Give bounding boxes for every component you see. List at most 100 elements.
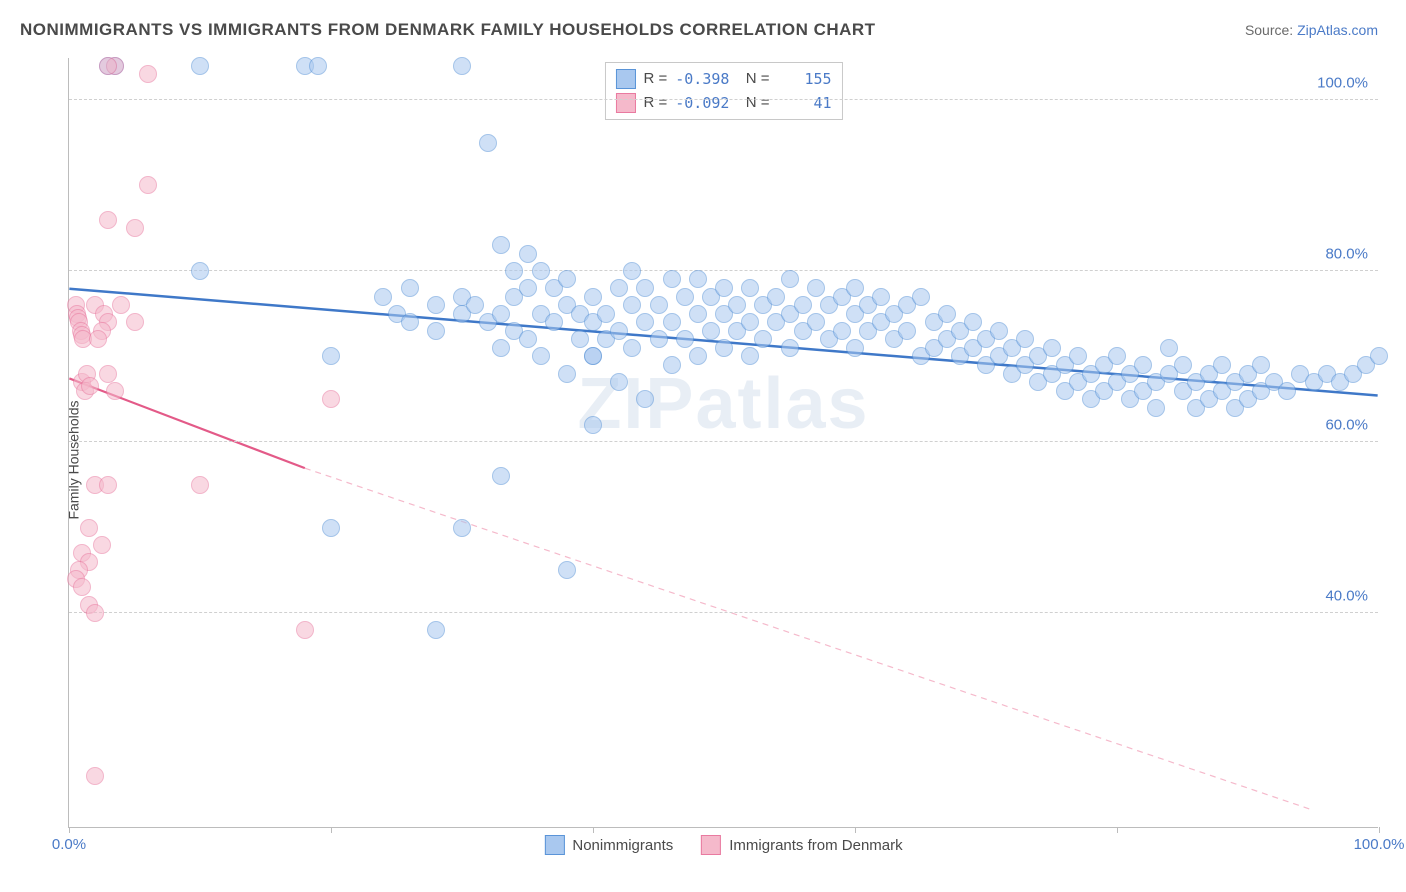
xtick-label: 0.0% bbox=[52, 836, 86, 853]
stats-row-series2: R = -0.092 N = 41 bbox=[615, 91, 831, 115]
scatter-point bbox=[126, 313, 144, 331]
scatter-point bbox=[99, 57, 117, 75]
scatter-point bbox=[912, 288, 930, 306]
scatter-point bbox=[191, 262, 209, 280]
scatter-point bbox=[741, 279, 759, 297]
trend-lines-layer bbox=[69, 58, 1378, 827]
trend-line bbox=[69, 378, 304, 468]
scatter-point bbox=[322, 390, 340, 408]
scatter-point bbox=[610, 373, 628, 391]
scatter-point bbox=[401, 279, 419, 297]
scatter-point bbox=[872, 288, 890, 306]
scatter-point bbox=[545, 313, 563, 331]
scatter-point bbox=[715, 339, 733, 357]
ytick-label: 40.0% bbox=[1325, 588, 1368, 605]
legend-swatch-series1 bbox=[544, 835, 564, 855]
scatter-point bbox=[93, 536, 111, 554]
scatter-point bbox=[1370, 347, 1388, 365]
scatter-point bbox=[80, 519, 98, 537]
scatter-point bbox=[676, 330, 694, 348]
scatter-point bbox=[1213, 356, 1231, 374]
scatter-point bbox=[126, 219, 144, 237]
ytick-label: 80.0% bbox=[1325, 245, 1368, 262]
scatter-point bbox=[636, 390, 654, 408]
swatch-series2 bbox=[615, 93, 635, 113]
scatter-point bbox=[663, 270, 681, 288]
xtick bbox=[331, 827, 332, 833]
scatter-point bbox=[106, 382, 124, 400]
scatter-point bbox=[623, 296, 641, 314]
scatter-point bbox=[833, 322, 851, 340]
scatter-point bbox=[898, 322, 916, 340]
scatter-point bbox=[519, 279, 537, 297]
scatter-point bbox=[1160, 339, 1178, 357]
legend-label-series2: Immigrants from Denmark bbox=[729, 837, 902, 854]
scatter-point bbox=[728, 296, 746, 314]
scatter-point bbox=[689, 347, 707, 365]
scatter-point bbox=[610, 279, 628, 297]
ytick-label: 100.0% bbox=[1317, 74, 1368, 91]
scatter-point bbox=[1134, 356, 1152, 374]
scatter-point bbox=[584, 416, 602, 434]
swatch-series1 bbox=[615, 69, 635, 89]
xtick-label: 100.0% bbox=[1354, 836, 1405, 853]
xtick bbox=[1117, 827, 1118, 833]
scatter-point bbox=[296, 621, 314, 639]
n-label: N = bbox=[737, 91, 769, 115]
scatter-point bbox=[519, 245, 537, 263]
xtick bbox=[1379, 827, 1380, 833]
scatter-point bbox=[807, 279, 825, 297]
scatter-point bbox=[86, 604, 104, 622]
scatter-point bbox=[427, 296, 445, 314]
legend-label-series1: Nonimmigrants bbox=[572, 837, 673, 854]
n-value-series1: 155 bbox=[778, 67, 832, 91]
n-label: N = bbox=[737, 67, 769, 91]
plot-area: ZIPatlas R = -0.398 N = 155 R = -0.092 N… bbox=[68, 58, 1378, 828]
scatter-point bbox=[964, 313, 982, 331]
scatter-point bbox=[558, 365, 576, 383]
scatter-point bbox=[1016, 330, 1034, 348]
scatter-point bbox=[1108, 347, 1126, 365]
scatter-point bbox=[807, 313, 825, 331]
scatter-point bbox=[191, 57, 209, 75]
legend-item-series2: Immigrants from Denmark bbox=[701, 835, 902, 855]
scatter-point bbox=[689, 270, 707, 288]
scatter-point bbox=[73, 578, 91, 596]
scatter-point bbox=[466, 296, 484, 314]
legend-swatch-series2 bbox=[701, 835, 721, 855]
scatter-point bbox=[427, 322, 445, 340]
scatter-point bbox=[374, 288, 392, 306]
scatter-point bbox=[1069, 347, 1087, 365]
correlation-stats-box: R = -0.398 N = 155 R = -0.092 N = 41 bbox=[604, 62, 842, 120]
scatter-point bbox=[636, 313, 654, 331]
scatter-point bbox=[846, 339, 864, 357]
scatter-point bbox=[427, 621, 445, 639]
xtick bbox=[69, 827, 70, 833]
scatter-point bbox=[938, 305, 956, 323]
source-link[interactable]: ZipAtlas.com bbox=[1297, 22, 1378, 38]
scatter-point bbox=[519, 330, 537, 348]
scatter-point bbox=[715, 279, 733, 297]
xtick bbox=[855, 827, 856, 833]
source-attribution: Source: ZipAtlas.com bbox=[1245, 22, 1378, 38]
scatter-point bbox=[112, 296, 130, 314]
legend-item-series1: Nonimmigrants bbox=[544, 835, 673, 855]
r-label: R = bbox=[643, 91, 667, 115]
r-value-series1: -0.398 bbox=[675, 67, 729, 91]
r-label: R = bbox=[643, 67, 667, 91]
scatter-point bbox=[558, 561, 576, 579]
scatter-point bbox=[1043, 339, 1061, 357]
chart-title: NONIMMIGRANTS VS IMMIGRANTS FROM DENMARK… bbox=[20, 20, 876, 40]
scatter-point bbox=[532, 262, 550, 280]
scatter-point bbox=[584, 288, 602, 306]
scatter-point bbox=[1252, 356, 1270, 374]
scatter-point bbox=[401, 313, 419, 331]
scatter-point bbox=[505, 262, 523, 280]
scatter-point bbox=[99, 476, 117, 494]
scatter-point bbox=[322, 519, 340, 537]
scatter-point bbox=[139, 176, 157, 194]
scatter-point bbox=[584, 347, 602, 365]
bottom-legend: Nonimmigrants Immigrants from Denmark bbox=[544, 835, 902, 855]
scatter-point bbox=[636, 279, 654, 297]
scatter-point bbox=[81, 377, 99, 395]
